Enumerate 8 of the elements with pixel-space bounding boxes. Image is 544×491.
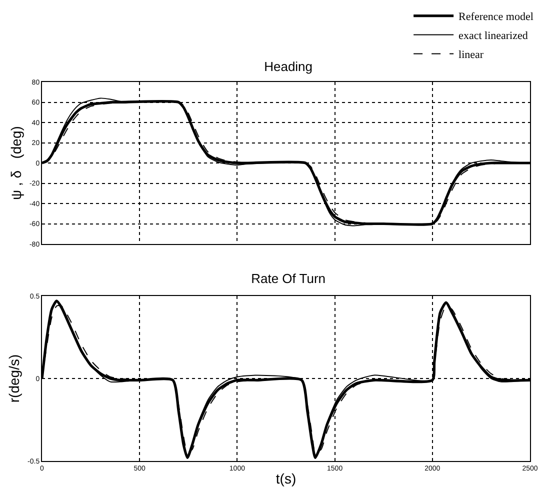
x-axis-title: t(s) [276, 470, 296, 487]
legend-label: linear [458, 49, 484, 62]
legend-label: exact linearized [458, 30, 528, 42]
y-axis-title: r(deg/s) [6, 354, 22, 403]
y-axis-title: ψ , δ (deg) [8, 126, 24, 200]
chart-title: Heading [264, 59, 313, 74]
legend-label: Reference model [458, 11, 534, 24]
chart-title: Rate Of Turn [251, 271, 326, 286]
